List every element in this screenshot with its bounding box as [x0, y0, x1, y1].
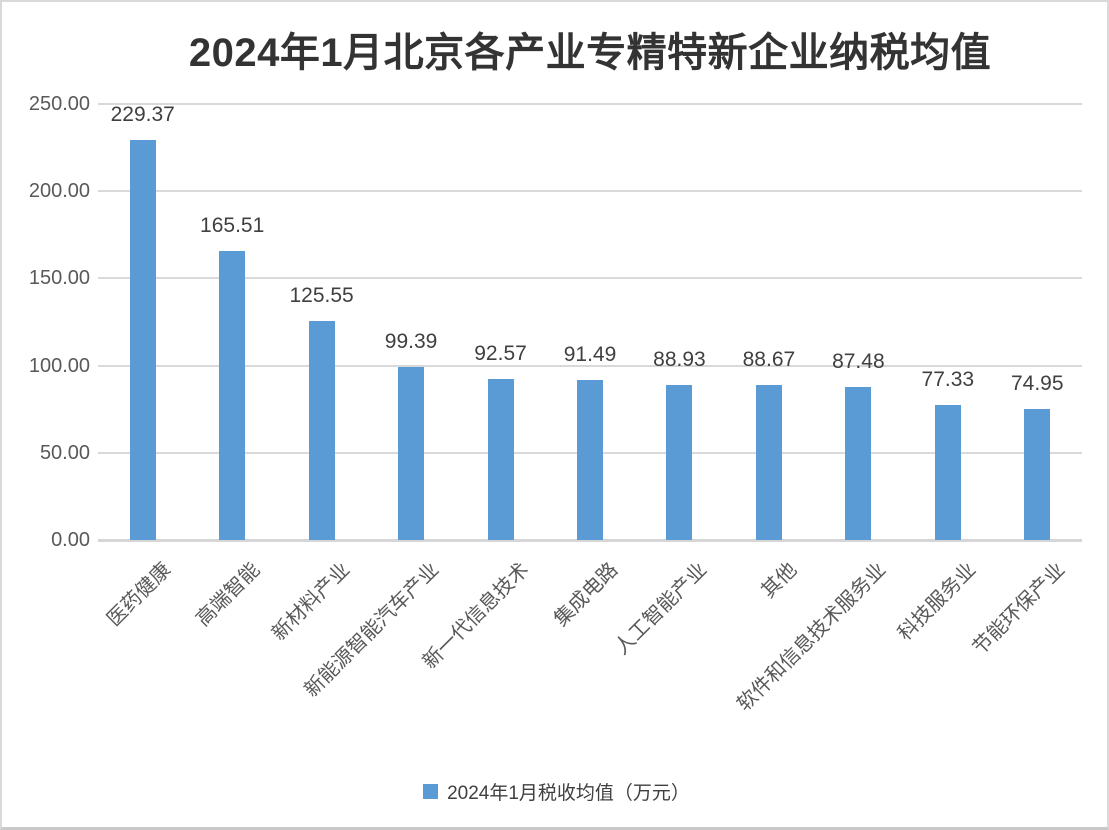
bar-value-label: 92.57: [474, 341, 527, 365]
bar-value-label: 229.37: [110, 102, 175, 126]
bar-value-label: 88.93: [653, 347, 706, 371]
gridline: [98, 364, 1082, 367]
bar: [845, 387, 872, 540]
y-axis-tick-label: 100.00: [28, 354, 90, 377]
legend: 2024年1月税收均值（万元）: [2, 778, 1107, 805]
y-axis-tick-label: 150.00: [28, 267, 90, 290]
bar: [755, 385, 782, 540]
bar: [129, 139, 156, 540]
bar: [398, 366, 425, 540]
gridline: [98, 277, 1082, 280]
bar: [308, 321, 335, 540]
bar: [487, 378, 514, 540]
bar-value-label: 88.67: [742, 348, 796, 372]
y-axis-tick-label: 250.00: [28, 93, 90, 115]
bar-value-label: 99.39: [384, 329, 438, 353]
gridline: [98, 103, 1082, 105]
y-axis-tick-label: 0.00: [51, 529, 90, 551]
y-axis-tick-label: 200.00: [28, 180, 90, 203]
bar-value-label: 87.48: [832, 350, 885, 374]
gridline: [98, 190, 1082, 193]
bar-value-label: 125.55: [289, 284, 354, 308]
legend-label: 2024年1月税收均值（万元）: [447, 783, 690, 804]
legend-swatch-icon: [423, 784, 439, 799]
bar-value-label: 74.95: [1010, 372, 1064, 396]
bar: [1024, 409, 1051, 540]
bar-value-label: 77.33: [921, 368, 975, 392]
bar: [577, 380, 603, 540]
bar-value-label: 165.51: [200, 214, 265, 238]
bar: [666, 384, 693, 540]
bar: [219, 251, 246, 540]
bar-value-label: 91.49: [563, 343, 617, 367]
x-axis-line: [98, 539, 1082, 542]
bar: [934, 405, 961, 540]
chart-title: 2024年1月北京各产业专精特新企业纳税均值: [188, 31, 992, 75]
y-axis-tick-label: 50.00: [39, 441, 90, 464]
